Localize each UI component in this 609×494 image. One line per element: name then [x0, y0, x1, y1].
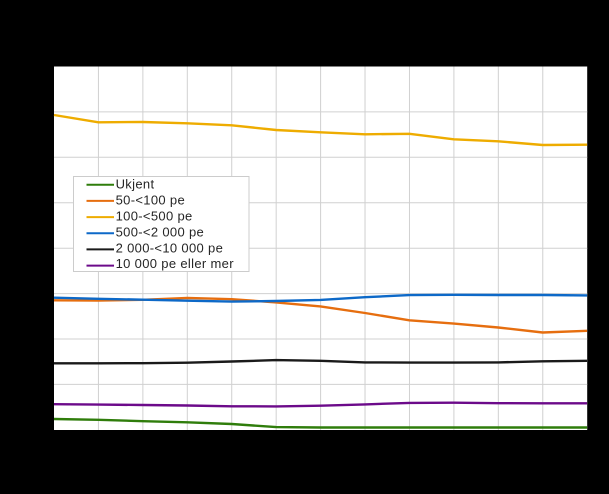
svg-text:10 000 pe eller mer: 10 000 pe eller mer [116, 256, 235, 271]
svg-text:Ukjent: Ukjent [116, 177, 155, 192]
svg-text:100-<500 pe: 100-<500 pe [116, 208, 193, 223]
svg-text:500-<2 000 pe: 500-<2 000 pe [116, 224, 205, 239]
svg-text:50-<100 pe: 50-<100 pe [116, 192, 185, 207]
svg-text:2 000-<10 000 pe: 2 000-<10 000 pe [116, 240, 224, 255]
